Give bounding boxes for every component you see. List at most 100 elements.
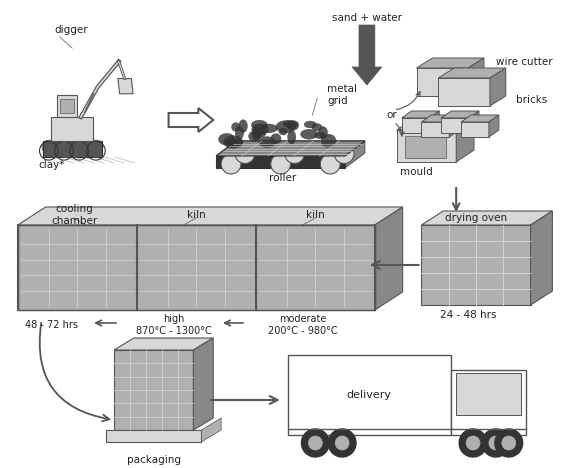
Polygon shape <box>345 141 365 168</box>
Ellipse shape <box>226 139 243 146</box>
Text: kiln: kiln <box>187 210 206 220</box>
Text: roller: roller <box>269 173 297 183</box>
Polygon shape <box>469 111 479 133</box>
Polygon shape <box>531 211 552 305</box>
Text: delivery: delivery <box>346 390 391 400</box>
Circle shape <box>335 436 349 450</box>
Text: drying oven: drying oven <box>445 213 507 223</box>
Polygon shape <box>352 25 382 85</box>
Circle shape <box>495 429 523 457</box>
Circle shape <box>285 144 304 163</box>
Ellipse shape <box>287 130 296 144</box>
Circle shape <box>334 144 354 163</box>
Text: digger: digger <box>54 25 88 35</box>
Polygon shape <box>456 373 521 415</box>
Polygon shape <box>137 225 256 310</box>
Polygon shape <box>461 122 489 137</box>
Polygon shape <box>43 150 102 155</box>
FancyArrowPatch shape <box>40 323 109 421</box>
Circle shape <box>489 436 503 450</box>
Circle shape <box>482 429 510 457</box>
Ellipse shape <box>259 137 276 147</box>
Polygon shape <box>57 95 77 117</box>
Text: 24 - 48 hrs: 24 - 48 hrs <box>440 310 496 320</box>
Text: bricks: bricks <box>516 95 547 105</box>
Ellipse shape <box>253 129 266 138</box>
Polygon shape <box>201 418 221 442</box>
Text: high
870°C - 1300°C: high 870°C - 1300°C <box>136 314 211 336</box>
Polygon shape <box>421 122 449 137</box>
Polygon shape <box>405 136 446 158</box>
Text: kiln: kiln <box>306 210 325 220</box>
Polygon shape <box>417 68 468 96</box>
Polygon shape <box>43 141 102 157</box>
Polygon shape <box>441 111 479 118</box>
Ellipse shape <box>301 129 318 139</box>
Text: 48 - 72 hrs: 48 - 72 hrs <box>25 320 78 330</box>
Text: packaging: packaging <box>126 455 181 465</box>
Polygon shape <box>421 225 531 305</box>
Polygon shape <box>451 370 526 435</box>
Polygon shape <box>397 118 474 130</box>
Polygon shape <box>287 355 451 435</box>
Text: or: or <box>386 110 397 120</box>
Ellipse shape <box>283 120 298 128</box>
Circle shape <box>73 140 86 154</box>
Circle shape <box>42 140 56 154</box>
Polygon shape <box>438 78 490 106</box>
Polygon shape <box>114 350 193 430</box>
Polygon shape <box>216 156 345 168</box>
Ellipse shape <box>279 128 287 135</box>
Polygon shape <box>490 68 506 106</box>
Text: wire cutter: wire cutter <box>496 57 552 67</box>
Ellipse shape <box>287 121 299 130</box>
Ellipse shape <box>235 126 244 139</box>
Ellipse shape <box>252 128 261 140</box>
Ellipse shape <box>251 120 268 130</box>
Ellipse shape <box>239 120 247 132</box>
Polygon shape <box>489 115 499 137</box>
Polygon shape <box>456 118 474 162</box>
Polygon shape <box>114 338 213 350</box>
Circle shape <box>89 140 103 154</box>
Text: clay*: clay* <box>39 160 65 170</box>
Circle shape <box>328 429 356 457</box>
Polygon shape <box>106 430 201 442</box>
Polygon shape <box>18 225 137 310</box>
Text: mould: mould <box>400 167 433 177</box>
Polygon shape <box>60 99 74 113</box>
Circle shape <box>57 140 71 154</box>
Ellipse shape <box>318 126 328 139</box>
Circle shape <box>221 154 241 174</box>
Polygon shape <box>118 79 133 94</box>
Polygon shape <box>417 58 484 68</box>
Ellipse shape <box>231 123 240 131</box>
Polygon shape <box>421 211 552 225</box>
Ellipse shape <box>321 134 336 147</box>
Ellipse shape <box>248 131 260 141</box>
Ellipse shape <box>314 132 326 139</box>
Ellipse shape <box>276 121 295 133</box>
Ellipse shape <box>304 121 316 128</box>
Ellipse shape <box>218 133 235 145</box>
Circle shape <box>302 429 329 457</box>
Text: sand + water: sand + water <box>332 13 402 23</box>
Circle shape <box>308 436 322 450</box>
Polygon shape <box>52 117 94 141</box>
Ellipse shape <box>312 124 322 131</box>
Circle shape <box>502 436 516 450</box>
Text: moderate
200°C - 980°C: moderate 200°C - 980°C <box>268 314 337 336</box>
Polygon shape <box>468 58 484 96</box>
Polygon shape <box>168 108 213 132</box>
Circle shape <box>320 154 340 174</box>
Text: metal
grid: metal grid <box>327 84 357 106</box>
Ellipse shape <box>260 124 277 133</box>
Polygon shape <box>441 118 469 133</box>
Polygon shape <box>401 111 439 118</box>
Circle shape <box>270 154 290 174</box>
Circle shape <box>459 429 487 457</box>
Polygon shape <box>193 338 213 430</box>
Ellipse shape <box>270 134 281 144</box>
Polygon shape <box>256 225 375 310</box>
Polygon shape <box>449 115 459 137</box>
